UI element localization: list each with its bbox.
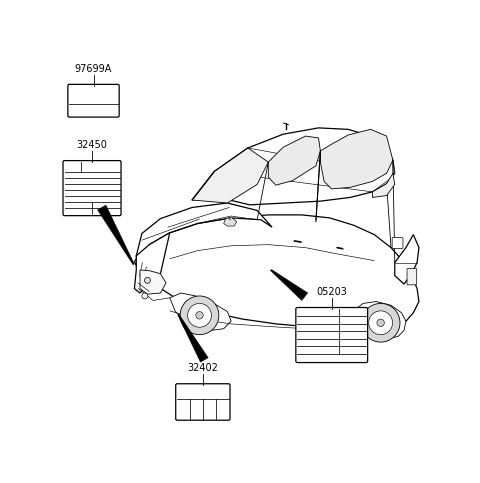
Polygon shape bbox=[354, 301, 406, 339]
FancyBboxPatch shape bbox=[63, 161, 121, 215]
Polygon shape bbox=[372, 160, 395, 192]
Polygon shape bbox=[140, 270, 166, 294]
Circle shape bbox=[196, 312, 203, 319]
Text: 32402: 32402 bbox=[187, 363, 218, 373]
Polygon shape bbox=[97, 205, 134, 265]
Polygon shape bbox=[192, 128, 395, 205]
Circle shape bbox=[369, 311, 393, 335]
Circle shape bbox=[144, 277, 150, 284]
Polygon shape bbox=[134, 215, 419, 329]
Polygon shape bbox=[136, 203, 272, 262]
Circle shape bbox=[361, 303, 400, 342]
FancyBboxPatch shape bbox=[392, 238, 403, 248]
FancyBboxPatch shape bbox=[407, 269, 417, 285]
Polygon shape bbox=[320, 129, 393, 189]
Polygon shape bbox=[178, 314, 208, 362]
Text: 05203: 05203 bbox=[316, 287, 347, 297]
Polygon shape bbox=[192, 148, 268, 203]
Polygon shape bbox=[395, 235, 419, 284]
Polygon shape bbox=[224, 217, 237, 226]
Circle shape bbox=[180, 296, 219, 335]
Polygon shape bbox=[372, 173, 395, 198]
Text: 32450: 32450 bbox=[77, 140, 108, 150]
Circle shape bbox=[188, 303, 211, 327]
FancyBboxPatch shape bbox=[176, 384, 230, 420]
Polygon shape bbox=[268, 136, 320, 185]
Circle shape bbox=[142, 293, 148, 299]
FancyBboxPatch shape bbox=[68, 85, 119, 117]
Text: 97699A: 97699A bbox=[75, 64, 112, 74]
Polygon shape bbox=[270, 270, 308, 300]
Polygon shape bbox=[134, 233, 170, 293]
Polygon shape bbox=[170, 293, 231, 330]
FancyBboxPatch shape bbox=[296, 308, 368, 363]
Circle shape bbox=[377, 319, 384, 327]
